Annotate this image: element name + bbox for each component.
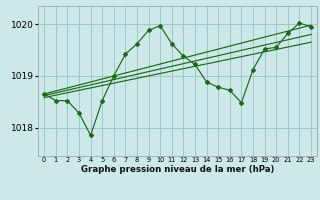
X-axis label: Graphe pression niveau de la mer (hPa): Graphe pression niveau de la mer (hPa) (81, 165, 274, 174)
